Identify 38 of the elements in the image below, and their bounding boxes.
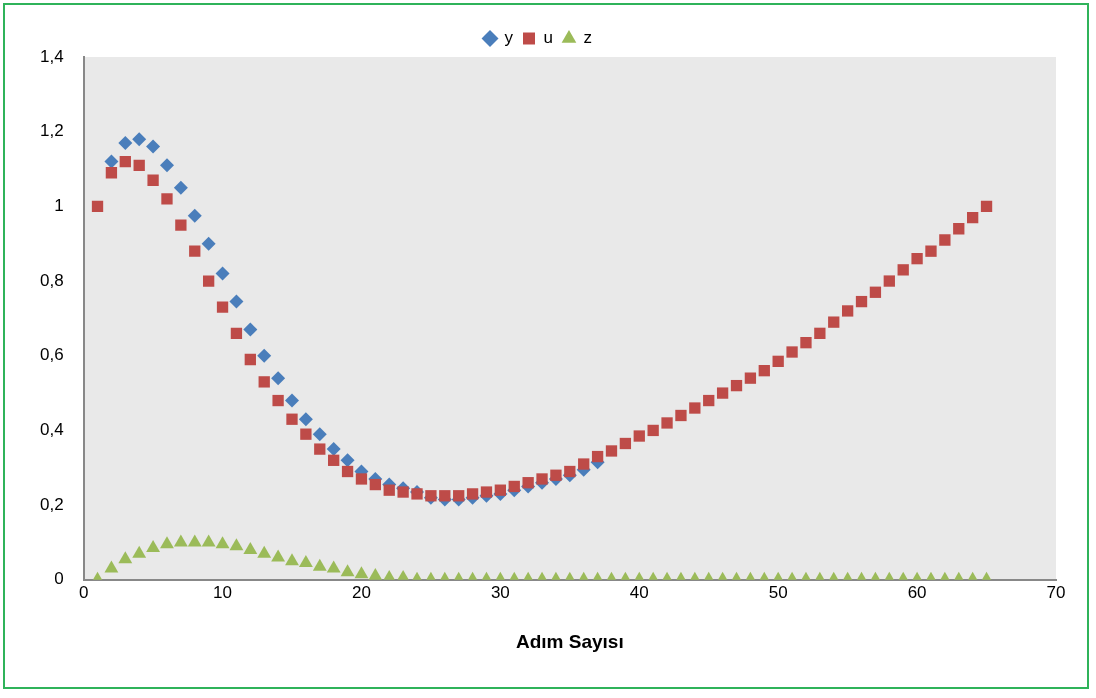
point [243,322,258,337]
x-tick-label: 70 [1046,582,1066,602]
point [173,180,188,195]
y-tick-label: 0 [54,569,64,589]
x-axis-title: Adım Sayısı [515,630,624,652]
y-tick-label: 1,4 [39,46,64,66]
x-tick-label: 60 [907,582,927,602]
point [229,294,244,309]
point [271,371,286,386]
point [132,132,147,147]
y-tick-label: 1,2 [39,121,64,141]
point [326,442,341,457]
point [146,139,161,154]
x-tick-label: 10 [213,582,232,602]
y-tick-label: 0,4 [39,420,64,440]
point [104,154,119,169]
point [159,158,174,173]
point [201,236,216,251]
legend-label: u [543,28,553,48]
y-tick-label: 0,8 [39,270,64,290]
y-tick-label: 0,2 [39,494,64,514]
point [257,348,272,363]
x-tick-label: 50 [768,582,788,602]
y-tick-label: 1 [54,196,64,216]
point [285,393,299,408]
point [312,427,327,442]
legend-label: y [504,28,514,48]
legend-label: z [583,28,592,48]
x-tick-label: 20 [351,582,371,602]
point [340,453,355,468]
point [187,208,202,223]
y-tick-label: 0,6 [39,345,64,365]
point [298,412,313,427]
point [215,266,230,281]
x-tick-label: 0 [78,582,89,602]
point [118,135,133,150]
x-tick-label: 40 [629,582,649,602]
x-tick-label: 30 [490,582,510,602]
